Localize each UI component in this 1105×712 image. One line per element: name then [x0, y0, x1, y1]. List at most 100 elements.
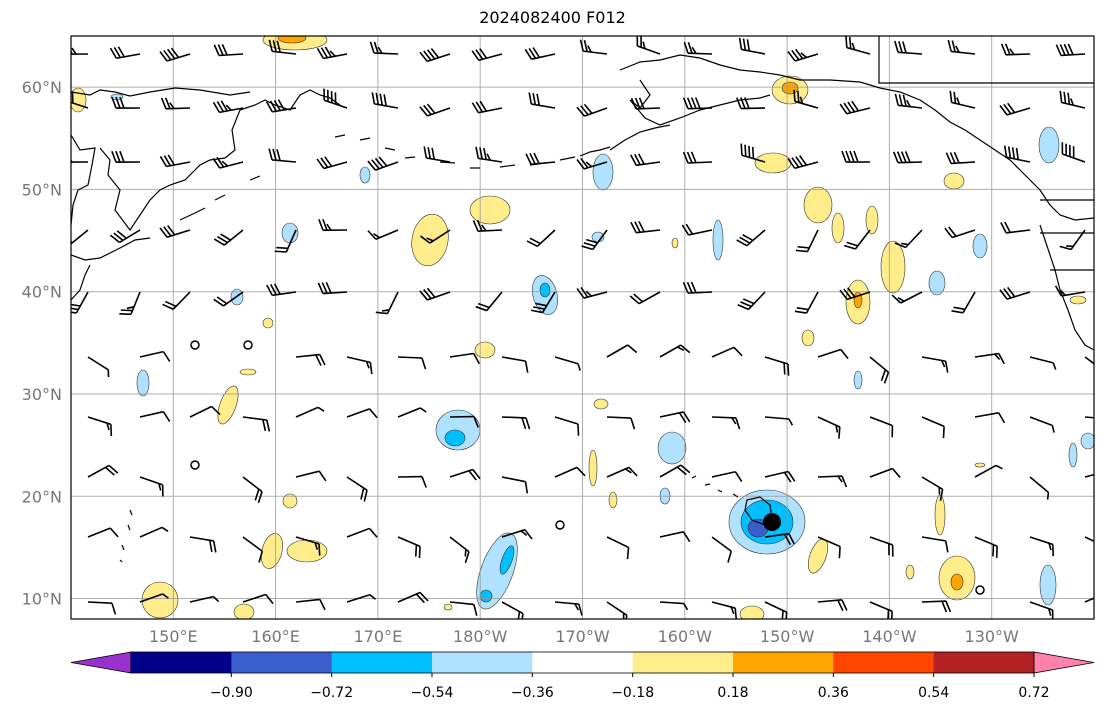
- colorbar-extend-low: [70, 651, 132, 674]
- wind-barb: [683, 41, 713, 55]
- wind-barb: [795, 229, 819, 253]
- wind-barb: [1055, 43, 1086, 57]
- colorbar-tick-label: −0.36: [511, 685, 554, 701]
- wind-barb: [764, 416, 794, 426]
- colorbar-tick-label: −0.72: [310, 685, 353, 701]
- calm-marker: [190, 460, 200, 470]
- wind-barb: [87, 416, 113, 437]
- wind-barb: [682, 151, 713, 164]
- colorbar-segment: [432, 652, 533, 673]
- wind-barb: [524, 47, 556, 60]
- wind-barb: [189, 405, 221, 418]
- wind-barb: [472, 219, 503, 232]
- wind-barb: [189, 595, 220, 603]
- wind-barb: [87, 527, 119, 538]
- wind-barb: [894, 229, 923, 249]
- wind-barb: [764, 601, 788, 619]
- wind-barb: [845, 36, 871, 55]
- wind-barb: [1000, 43, 1031, 56]
- wind-barb: [659, 601, 689, 611]
- wind-barb: [419, 287, 451, 301]
- colorbar-frame: [130, 651, 1035, 674]
- wind-barb: [682, 97, 713, 110]
- wind-barb: [576, 103, 608, 117]
- lon-tick-label: 150°W: [760, 627, 815, 646]
- wind-barb: [711, 416, 741, 430]
- wind-barb: [1084, 536, 1094, 548]
- wind-barb: [371, 92, 399, 109]
- contour-patch: [286, 539, 328, 563]
- wind-barb: [528, 92, 556, 109]
- lon-tick-label: 170°E: [354, 627, 403, 646]
- wind-barb: [475, 291, 503, 312]
- colorbar-extend-high: [1033, 651, 1095, 674]
- calm-marker: [975, 585, 985, 595]
- contour-patch: [781, 81, 799, 95]
- wind-barb: [159, 225, 191, 238]
- wind-barb: [764, 356, 790, 376]
- contour-patch: [671, 237, 679, 249]
- calm-marker: [555, 520, 565, 530]
- wind-barb: [817, 599, 848, 612]
- contour-patch: [539, 282, 551, 298]
- wind-barb: [449, 601, 478, 616]
- contour-patch: [928, 270, 946, 296]
- wind-barb: [1054, 285, 1086, 297]
- colorbar-segment: [231, 652, 333, 673]
- wind-barb: [318, 218, 348, 232]
- colorbar-tick-label: −0.54: [411, 685, 454, 701]
- wind-barb: [213, 43, 244, 57]
- wind-barb: [367, 229, 399, 240]
- calm-marker: [243, 340, 253, 350]
- wind-barb: [711, 601, 738, 619]
- coastlines: [71, 54, 1094, 563]
- wind-barb: [109, 46, 141, 60]
- wind-barb: [501, 528, 533, 540]
- contour-patch: [499, 545, 515, 575]
- contour-patch: [443, 603, 453, 611]
- wind-barb: [738, 37, 766, 55]
- wind-barb: [189, 536, 217, 553]
- latitude-labels: 10°N 20°N 30°N 40°N 50°N 60°N: [22, 78, 62, 608]
- wind-barb: [891, 291, 923, 304]
- wind-barb: [423, 146, 451, 163]
- wind-barb: [554, 416, 580, 436]
- colorbar-segment: [833, 652, 935, 673]
- lon-tick-label: 170°W: [555, 627, 610, 646]
- wind-barb: [944, 226, 976, 239]
- wind-barb: [736, 97, 766, 110]
- wind-barb: [1084, 470, 1094, 478]
- contour-patch: [592, 153, 614, 191]
- wind-barb: [242, 536, 264, 563]
- wind-barb: [139, 593, 169, 603]
- wind-barb: [266, 283, 297, 297]
- contour-patch: [865, 205, 879, 235]
- wind-barb: [159, 154, 191, 168]
- wind-barb: [71, 91, 89, 109]
- wind-barb: [71, 291, 89, 314]
- wind-barb: [316, 46, 348, 60]
- contour-patch: [1039, 564, 1057, 606]
- wind-barb: [817, 416, 841, 439]
- wind-barb: [793, 89, 819, 109]
- wind-barb: [242, 416, 271, 432]
- wind-barb: [1084, 591, 1094, 603]
- contour-patch: [974, 462, 986, 468]
- wind-barb: [87, 464, 119, 478]
- wind-barb: [682, 281, 713, 294]
- wind-barb: [737, 291, 766, 311]
- wind-barb: [526, 229, 556, 248]
- colorbar-tick-label: 0.18: [717, 685, 748, 701]
- wind-barb: [295, 406, 325, 418]
- wind-barb: [1059, 229, 1086, 251]
- wind-barb: [921, 476, 944, 501]
- wind-barb: [295, 470, 327, 482]
- wind-barb: [530, 291, 556, 314]
- wind-barb: [579, 39, 608, 55]
- wind-barb: [947, 39, 976, 55]
- wind-barb: [630, 153, 661, 167]
- contour-patch: [712, 219, 724, 261]
- wind-barb: [419, 47, 451, 63]
- lon-tick-label: 150°E: [149, 627, 198, 646]
- wind-barb: [629, 291, 661, 305]
